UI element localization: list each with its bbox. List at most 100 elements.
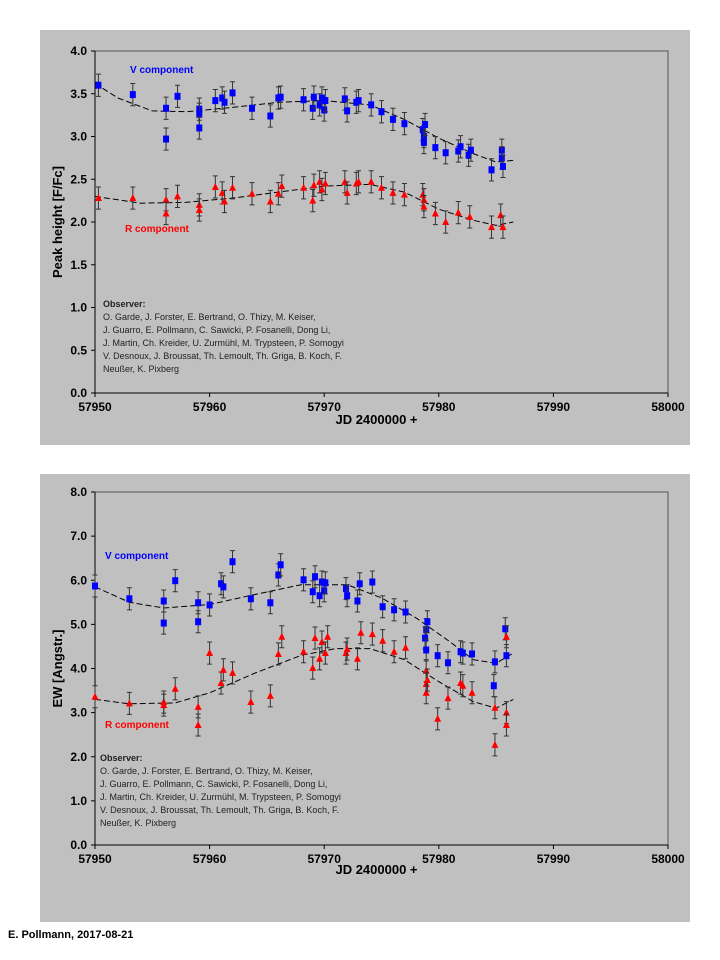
observer-heading: Observer:	[100, 753, 143, 763]
data-point	[389, 188, 397, 196]
data-point	[401, 120, 408, 128]
data-point	[321, 179, 329, 187]
data-point	[457, 143, 464, 151]
x-tick-label: 57950	[78, 852, 112, 866]
data-point	[310, 181, 318, 189]
x-tick-label: 57970	[308, 852, 342, 866]
data-point	[402, 643, 410, 651]
y-tick-label: 5.0	[70, 617, 87, 631]
y-tick-label: 0.5	[70, 343, 87, 357]
data-point	[229, 89, 236, 97]
data-point	[423, 675, 431, 683]
data-point	[91, 692, 99, 700]
series-label: R component	[105, 720, 170, 731]
data-point	[502, 720, 510, 728]
data-point	[423, 626, 430, 634]
data-point	[321, 106, 328, 114]
data-point	[162, 195, 170, 203]
data-point	[312, 573, 319, 581]
data-point	[468, 688, 476, 696]
data-point	[229, 183, 237, 191]
x-tick-label: 58000	[651, 400, 685, 414]
data-point	[195, 618, 202, 626]
data-point	[229, 558, 236, 566]
data-point	[343, 188, 351, 196]
data-point	[162, 209, 170, 217]
data-point	[354, 597, 361, 605]
data-point	[491, 658, 498, 666]
series-v-component: V component	[94, 65, 514, 182]
data-point	[488, 166, 495, 174]
data-point	[206, 649, 214, 657]
data-point	[491, 740, 499, 748]
chart-panel-background	[40, 474, 690, 922]
data-point	[212, 97, 219, 105]
observer-line: O. Garde, J. Forster, E. Bertrand, O. Th…	[100, 766, 313, 776]
data-point	[248, 189, 256, 197]
data-point	[171, 684, 179, 692]
data-point	[277, 93, 284, 101]
data-point	[322, 579, 329, 587]
series-r-component: R component	[91, 621, 514, 757]
data-point	[499, 223, 507, 231]
x-axis-title: JD 2400000 +	[335, 412, 417, 427]
data-point	[499, 162, 506, 170]
observer-line: V. Desnoux, J. Broussat, Th. Lemoult, Th…	[103, 351, 342, 361]
data-point	[309, 588, 316, 596]
data-point	[454, 208, 462, 216]
chart-1: 0.0 0.5 1.0 1.5 2.0 2.5 3.0 3.5 4.0 57950 57960 579…	[40, 30, 690, 445]
y-tick-label: 2.0	[70, 215, 87, 229]
data-point	[266, 197, 274, 205]
data-point	[341, 95, 348, 103]
data-point	[266, 691, 274, 699]
data-point	[357, 628, 365, 636]
author-credit: E. Pollmann, 2017-08-21	[8, 929, 134, 941]
y-tick-label: 1.0	[70, 301, 87, 315]
data-point	[195, 599, 202, 607]
data-point	[229, 668, 237, 676]
data-point	[419, 126, 426, 134]
y-axis-title: EW [Angstr.]	[50, 630, 65, 708]
data-point	[368, 101, 375, 109]
data-point	[300, 647, 308, 655]
data-point	[503, 652, 510, 660]
data-point	[160, 597, 167, 605]
data-point	[247, 595, 254, 603]
data-point	[420, 138, 427, 146]
x-tick-label: 57960	[193, 852, 227, 866]
data-point	[402, 608, 409, 616]
data-point	[196, 124, 203, 132]
data-point	[353, 654, 361, 662]
y-tick-label: 2.0	[70, 750, 87, 764]
y-tick-label: 7.0	[70, 529, 87, 543]
data-point	[344, 592, 351, 600]
data-point	[160, 701, 168, 709]
x-tick-label: 57990	[537, 400, 571, 414]
y-tick-label: 4.0	[70, 662, 87, 676]
data-point	[444, 694, 452, 702]
x-tick-label: 57980	[422, 400, 456, 414]
data-point	[129, 194, 137, 202]
data-point	[400, 190, 408, 198]
data-point	[322, 97, 329, 105]
data-point	[247, 698, 255, 706]
data-point	[318, 578, 325, 586]
data-point	[267, 599, 274, 607]
observer-line: V. Desnoux, J. Broussat, Th. Lemoult, Th…	[100, 805, 339, 815]
data-point	[174, 92, 181, 100]
observer-list: Observer: O. Garde, J. Forster, E. Bertra…	[103, 299, 344, 374]
data-point	[318, 185, 326, 193]
data-point	[343, 645, 351, 653]
data-point	[378, 183, 385, 191]
data-point	[367, 177, 375, 185]
data-point	[498, 154, 505, 162]
data-point	[274, 649, 282, 657]
data-point	[129, 91, 136, 99]
y-tick-label: 0.0	[70, 386, 87, 400]
data-point	[92, 582, 98, 590]
data-point	[324, 632, 332, 640]
data-point	[422, 688, 430, 696]
data-point	[300, 96, 307, 104]
data-point	[431, 209, 439, 217]
data-point	[389, 115, 396, 123]
